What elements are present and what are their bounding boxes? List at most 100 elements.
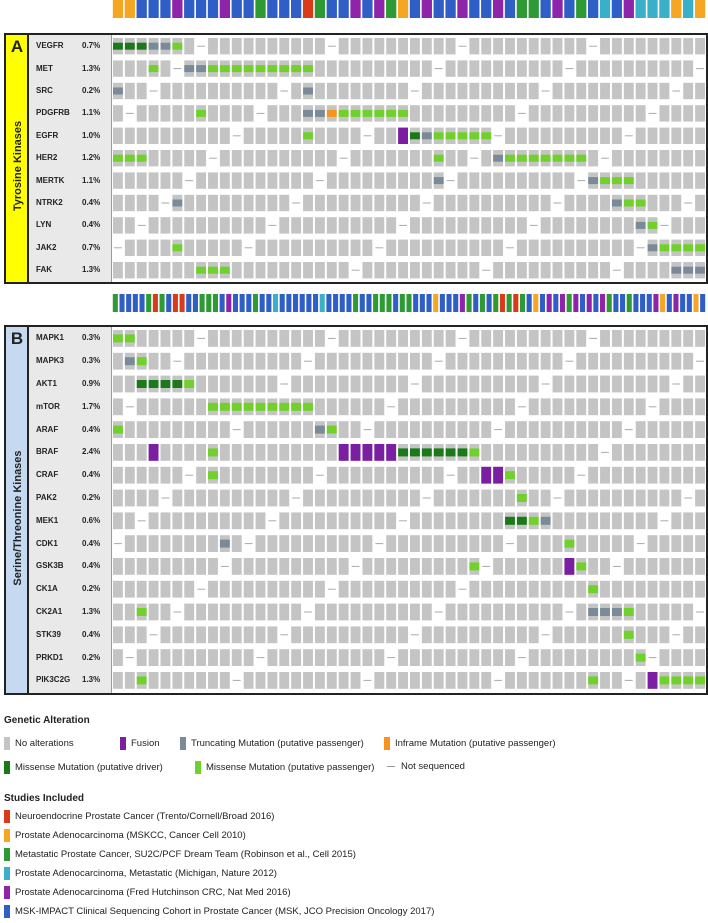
study-label: MSK-IMPACT Clinical Sequencing Cohort in… — [15, 906, 435, 917]
sample-cell — [421, 60, 432, 77]
alteration-P — [279, 65, 290, 73]
sample-cell — [267, 150, 278, 167]
sample-cell — [421, 330, 432, 347]
alteration-P — [172, 244, 183, 252]
sample-cell — [695, 512, 705, 530]
sample-cell — [410, 330, 420, 347]
sample-cell — [314, 150, 325, 167]
sample-cell — [528, 82, 539, 100]
sample-cell — [516, 82, 527, 100]
sample-cell — [219, 194, 230, 212]
alteration-P — [398, 109, 408, 117]
sample-cell — [695, 444, 705, 461]
study-cell — [559, 294, 566, 312]
sample-cell — [695, 127, 705, 144]
sample-cell — [219, 127, 230, 144]
sample-cell — [326, 82, 337, 100]
sample-cell — [410, 535, 420, 552]
sample-cell — [671, 150, 682, 167]
sample-cell — [136, 172, 147, 189]
sample-cell — [208, 194, 218, 212]
sample-cell — [303, 194, 313, 212]
sample-cell — [445, 558, 456, 575]
sample-cell — [136, 60, 147, 77]
sample-cell — [576, 398, 587, 416]
study-cell — [279, 294, 285, 312]
sample-cell — [683, 217, 694, 234]
sample-cell — [588, 535, 599, 552]
sample-cell — [469, 466, 480, 484]
sample-cell — [516, 217, 527, 234]
sample-cell — [540, 194, 551, 212]
sample-cell — [326, 60, 337, 77]
study-cell — [302, 0, 314, 18]
gene-percent: 0.4% — [82, 198, 101, 207]
alteration-P — [243, 65, 254, 73]
sample-cell — [113, 398, 123, 416]
sample-cell — [445, 217, 456, 234]
study-cell — [207, 0, 219, 18]
sample-cell — [160, 105, 171, 122]
gene-percent: 0.4% — [82, 538, 101, 548]
sample-cell — [303, 262, 313, 279]
sample-cell — [552, 217, 563, 234]
alteration-P — [611, 177, 622, 185]
sample-cell — [671, 603, 682, 621]
alteration-T — [647, 244, 658, 252]
sample-cell — [208, 217, 218, 234]
sample-cell — [647, 150, 658, 167]
sample-cell — [611, 580, 622, 598]
gene-name: HER2 — [36, 153, 58, 163]
study-label: Prostate Adenocarcinoma, Metastatic (Mic… — [15, 868, 277, 879]
sample-cell — [243, 172, 254, 189]
sample-cell — [540, 535, 551, 552]
sample-cell — [160, 330, 171, 347]
alteration-F — [148, 444, 159, 461]
sample-cell — [647, 330, 658, 347]
alteration-F — [338, 444, 349, 461]
sample-cell — [540, 352, 551, 370]
sample-cell — [611, 352, 622, 370]
sample-cell — [445, 352, 456, 370]
sample-cell — [588, 194, 599, 212]
sample-cell — [184, 150, 195, 167]
alteration-P — [219, 266, 230, 274]
sample-cell — [219, 672, 230, 689]
sample-cell — [528, 375, 539, 393]
sample-cell — [338, 352, 349, 370]
sample-cell — [493, 82, 504, 100]
sample-cell — [208, 239, 218, 256]
study-cell — [671, 0, 682, 18]
sample-cell — [635, 375, 646, 393]
sample-cell — [267, 535, 278, 552]
sample-cell — [445, 398, 456, 416]
sample-cell — [600, 60, 610, 77]
study-item: Metastatic Prostate Cancer, SU2C/PCF Dre… — [4, 848, 356, 861]
gene-percent: 1.3% — [82, 607, 101, 616]
sample-cell — [493, 38, 504, 55]
sample-cell — [564, 262, 575, 279]
sample-cell — [611, 512, 622, 530]
sample-cell — [243, 375, 254, 393]
sample-cell — [208, 489, 218, 507]
study-cell — [179, 294, 185, 312]
sample-cell — [326, 150, 337, 167]
study-cell — [255, 0, 266, 18]
sample-cell — [623, 649, 634, 666]
sample-cell — [350, 421, 361, 438]
sample-cell — [410, 352, 420, 370]
sample-cell — [398, 330, 408, 347]
gene-name: STK39 — [36, 629, 61, 639]
sample-cell — [386, 535, 397, 552]
sample-cell — [196, 626, 207, 644]
sample-cell — [695, 649, 705, 666]
sample-cell — [314, 580, 325, 598]
alteration-D — [505, 516, 515, 525]
sample-cell — [184, 580, 195, 598]
sample-cell — [671, 580, 682, 598]
sample-cell — [493, 375, 504, 393]
study-bar-b — [112, 294, 706, 312]
gene-name: CRAF — [36, 470, 59, 480]
sample-cell — [516, 60, 527, 77]
sample-cell — [338, 239, 349, 256]
